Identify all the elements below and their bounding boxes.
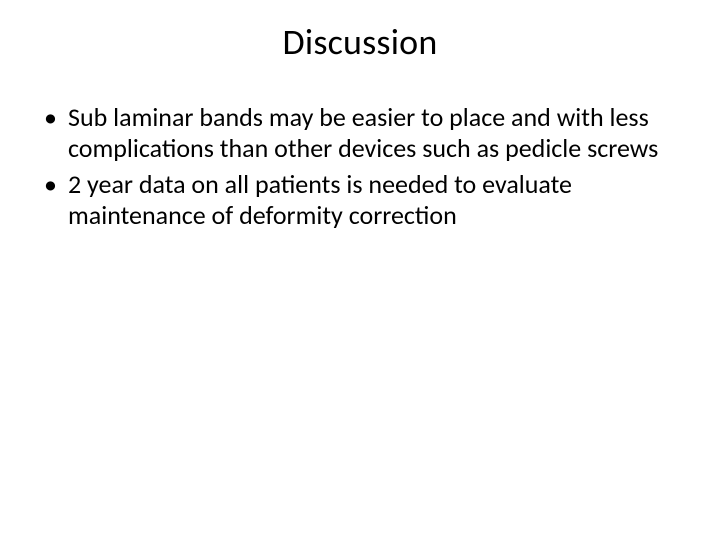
slide: Discussion Sub laminar bands may be easi… xyxy=(0,0,720,540)
list-item: 2 year data on all patients is needed to… xyxy=(40,169,680,230)
slide-title: Discussion xyxy=(0,0,720,74)
list-item: Sub laminar bands may be easier to place… xyxy=(40,102,680,163)
slide-body: Sub laminar bands may be easier to place… xyxy=(0,74,720,231)
bullet-list: Sub laminar bands may be easier to place… xyxy=(40,102,680,231)
